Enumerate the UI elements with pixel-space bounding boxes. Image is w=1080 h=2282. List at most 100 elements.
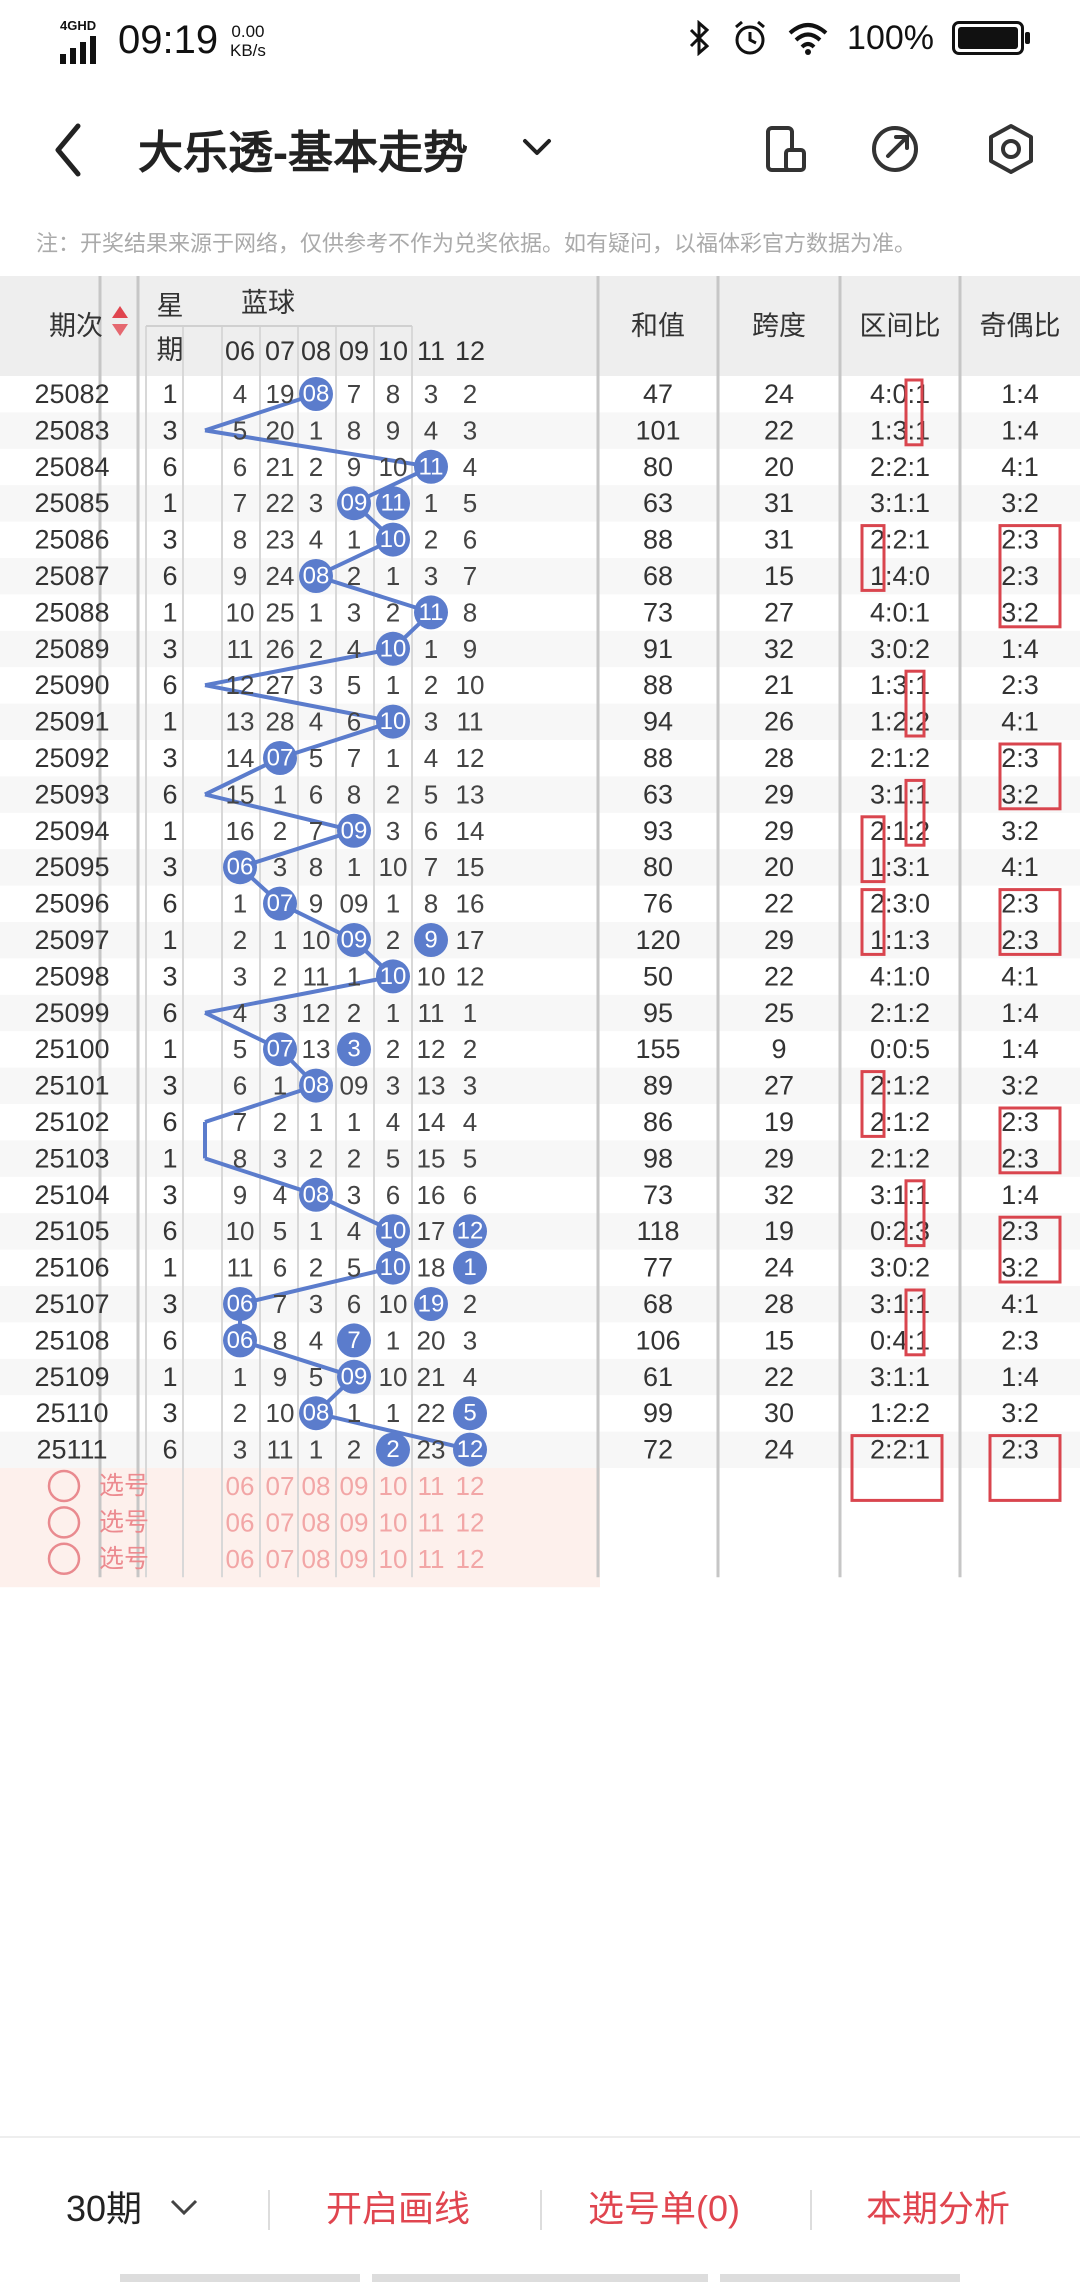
select-number[interactable]: 08 [302,1544,331,1574]
select-number[interactable]: 06 [226,1544,255,1574]
sum-cell: 73 [643,1180,673,1210]
select-radio[interactable] [47,1542,81,1576]
trend-line [315,1411,471,1452]
row-stripe [0,558,1080,595]
page-title[interactable]: 大乐透-基本走势 [138,127,468,178]
omission-cell: 20 [266,415,295,445]
chevron-down-icon[interactable] [520,132,554,162]
select-label[interactable]: 选号 [99,1472,149,1500]
alarm-icon [735,20,765,55]
select-number[interactable]: 07 [266,1471,295,1501]
omission-cell: 15 [226,779,255,809]
blue-ball [414,1287,448,1321]
omission-cell: 7 [347,743,361,773]
select-number[interactable]: 09 [340,1507,369,1537]
select-number[interactable]: 12 [456,1471,485,1501]
omission-cell: 4 [463,1107,477,1137]
omission-cell: 1 [273,925,287,955]
omission-cell: 12 [456,961,485,991]
omission-cell: 16 [456,889,485,919]
omission-cell: 26 [266,634,295,664]
period-selector[interactable]: 30期 [66,2188,143,2229]
annotation-box [998,1215,1062,1284]
select-number[interactable]: 09 [340,1544,369,1574]
blue-ball [337,1032,371,1067]
zone-ratio-cell: 3:1:1 [870,779,930,809]
omission-cell: 3 [309,488,323,518]
parity-ratio-cell: 1:4 [1001,415,1039,445]
span-cell: 27 [764,597,794,627]
weekday-cell: 6 [162,998,177,1028]
blue-col-header: 12 [455,336,485,366]
omission-cell: 8 [463,597,477,627]
settings-icon[interactable] [984,122,1038,176]
select-number[interactable]: 08 [302,1507,331,1537]
weekday-cell: 1 [162,1362,177,1392]
parity-ratio-cell: 3:2 [1001,1398,1039,1428]
blue-col-header: 06 [225,336,255,366]
back-arrow-icon[interactable] [50,120,90,180]
weekday-cell: 1 [162,488,177,518]
select-radio[interactable] [47,1506,81,1539]
select-number[interactable]: 10 [379,1507,408,1537]
select-number[interactable]: 06 [226,1471,255,1501]
select-number[interactable]: 11 [418,1544,445,1574]
zone-ratio-cell: 2:1:2 [870,1071,930,1101]
select-label[interactable]: 选号 [99,1545,149,1573]
blue-ball-number: 06 [227,1327,254,1354]
sum-cell: 99 [643,1398,673,1428]
select-number[interactable]: 07 [266,1507,295,1537]
omission-cell: 12 [226,670,255,700]
select-number[interactable]: 06 [226,1507,255,1537]
select-number[interactable]: 12 [456,1507,485,1537]
trend-line [204,683,394,724]
span-cell: 29 [764,1143,794,1173]
select-number[interactable]: 12 [456,1544,485,1574]
col-header-period[interactable]: 期次 [49,311,103,341]
omission-cell: 8 [233,1143,247,1173]
period-cell: 25093 [34,779,109,809]
select-number[interactable]: 10 [379,1471,408,1501]
phone-rotate-icon[interactable] [758,122,812,176]
omission-cell: 09 [340,889,369,919]
selection-list-button[interactable]: 选号单(0) [588,2188,740,2229]
blue-ball-number: 5 [463,1400,476,1427]
zone-ratio-cell: 1:2:2 [870,707,930,737]
blue-ball-number: 10 [380,963,407,990]
select-number[interactable]: 10 [379,1544,408,1574]
select-label[interactable]: 选号 [99,1508,149,1536]
select-number[interactable]: 08 [302,1471,331,1501]
omission-cell: 4 [347,634,361,664]
select-number[interactable]: 09 [340,1471,369,1501]
share-icon[interactable] [868,122,922,176]
net-speed-value: 0.00 [231,22,265,41]
select-number[interactable]: 11 [418,1507,445,1537]
blue-ball-number: 08 [303,1181,330,1208]
select-number[interactable]: 11 [418,1471,445,1501]
span-cell: 29 [764,816,794,846]
parity-ratio-cell: 2:3 [1001,1107,1039,1137]
omission-cell: 5 [233,415,247,445]
blue-ball-number: 08 [303,1400,330,1427]
period-cell: 25094 [34,816,109,846]
trend-line [239,1265,394,1306]
sum-cell: 68 [643,561,673,591]
blue-ball [299,1068,333,1103]
select-number[interactable]: 07 [266,1544,295,1574]
omission-cell: 1 [386,889,400,919]
col-header-span: 跨度 [752,311,806,341]
sort-down-icon[interactable] [112,324,128,336]
sum-cell: 89 [643,1071,673,1101]
sum-cell: 106 [635,1325,680,1355]
omission-cell: 2 [233,1398,247,1428]
period-analysis-button[interactable]: 本期分析 [866,2188,1011,2229]
omission-cell: 2 [233,925,247,955]
select-radio[interactable] [47,1469,81,1503]
parity-ratio-cell: 2:3 [1001,561,1039,591]
sort-up-icon[interactable] [112,306,128,318]
omission-cell: 11 [267,1435,294,1465]
weekday-cell: 3 [162,743,177,773]
draw-lines-button[interactable]: 开启画线 [326,2188,471,2229]
chevron-down-icon[interactable] [168,2196,200,2218]
span-cell: 9 [771,1034,786,1064]
